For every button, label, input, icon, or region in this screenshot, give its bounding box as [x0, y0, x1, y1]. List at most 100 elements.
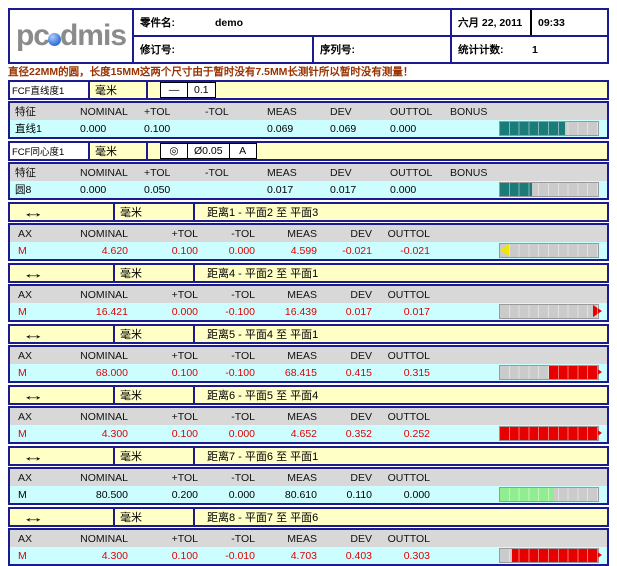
col-nominal: NOMINAL	[80, 288, 128, 301]
dev-value: 0.352	[345, 427, 372, 440]
feature-name: 圆8	[15, 184, 32, 196]
bar-fill	[500, 183, 533, 196]
dev-value: 0.403	[345, 549, 372, 562]
serial-cell: 序列号:	[312, 37, 450, 62]
logo-cell: pc dmis	[10, 10, 134, 62]
col-outtol: OUTTOL	[390, 105, 433, 118]
meas-value: 16.439	[284, 305, 317, 318]
column-header-row: AX NOMINAL +TOL -TOL MEAS DEV OUTTOL	[10, 347, 607, 364]
unit-label: 毫米	[90, 82, 148, 98]
pcdmis-logo: pc dmis	[16, 19, 127, 53]
axis-name: M	[18, 366, 27, 379]
fcf-frame-area: — 0.1	[148, 82, 607, 98]
dev-value: 0.110	[346, 488, 373, 501]
distance-dimension-cell: ↔	[10, 509, 115, 525]
meas-value: 4.703	[290, 549, 317, 562]
col-meas: MEAS	[287, 227, 317, 240]
dev-value: 0.017	[345, 305, 372, 318]
unit-label: 毫米	[115, 509, 195, 525]
col-meas: MEAS	[267, 166, 297, 179]
deviation-bar-graph	[499, 365, 602, 380]
distance-dimension-cell: ↔	[10, 448, 115, 464]
dev-value: 0.415	[345, 366, 372, 379]
col-plus-tol: +TOL	[171, 227, 198, 240]
double-arrow-icon: ↔	[21, 204, 46, 220]
col-nominal: NOMINAL	[80, 532, 128, 545]
measurement-row: M 4.620 0.100 0.000 4.599 -0.021 -0.021	[10, 242, 607, 259]
axis-name: M	[18, 305, 27, 318]
bar-fill	[500, 122, 565, 135]
measurement-row: M 16.421 0.000 -0.100 16.439 0.017 0.017	[10, 303, 607, 320]
dev-value: -0.021	[342, 244, 372, 257]
minus-tol-value: -0.100	[225, 366, 255, 379]
report-time: 09:33	[538, 16, 565, 29]
col-minus-tol: -TOL	[231, 227, 255, 240]
col-outtol: OUTTOL	[387, 410, 430, 423]
part-name-cell: 零件名: demo	[134, 10, 450, 35]
bar-fill	[500, 488, 554, 501]
column-header-row: AX NOMINAL +TOL -TOL MEAS DEV OUTTOL	[10, 408, 607, 425]
dimension-title: 距离6 - 平面5 至 平面4	[207, 390, 319, 402]
measurement-row: M 68.000 0.100 -0.100 68.415 0.415 0.315	[10, 364, 607, 381]
plus-tol-value: 0.000	[171, 305, 198, 318]
col-dev: DEV	[350, 471, 372, 484]
time-cell: 09:33	[530, 10, 607, 35]
bar-right-arrow-icon	[593, 427, 602, 439]
column-header-row: AX NOMINAL +TOL -TOL MEAS DEV OUTTOL	[10, 469, 607, 486]
fcf-label: FCF直线度1	[10, 82, 90, 98]
distance-dimension-cell: ↔	[10, 326, 115, 342]
outtol-value: -0.021	[400, 244, 430, 257]
col-outtol: OUTTOL	[390, 166, 433, 179]
col-ax: AX	[18, 227, 33, 240]
nominal-value: 4.620	[101, 244, 128, 257]
minus-tol-value: -0.010	[225, 549, 255, 562]
section-distance-7: ↔ 毫米 距离7 - 平面6 至 平面1 AX NOMINAL +TOL -TO…	[8, 446, 609, 505]
logo-text-dmis: dmis	[59, 19, 127, 52]
part-name-value: demo	[215, 16, 244, 29]
nominal-value: 0.000	[80, 183, 107, 196]
unit-label: 毫米	[115, 265, 195, 281]
section-fcf-concentricity: FCF同心度1 毫米 ◎ Ø0.05 A 特征 NOMINAL +TOL -TO…	[8, 141, 609, 200]
col-nominal: NOMINAL	[80, 471, 128, 484]
double-arrow-icon: ↔	[21, 448, 46, 464]
deviation-bar-graph	[499, 121, 599, 136]
col-plus-tol: +TOL	[171, 471, 198, 484]
nominal-value: 4.300	[101, 427, 128, 440]
unit-label: 毫米	[90, 143, 148, 159]
nominal-value: 68.000	[95, 366, 128, 379]
bar-fill	[511, 549, 598, 562]
axis-name: M	[18, 488, 27, 501]
col-ax: AX	[18, 532, 33, 545]
serial-label: 序列号:	[320, 44, 355, 56]
col-ax: AX	[18, 471, 33, 484]
col-bonus: BONUS	[450, 105, 488, 118]
meas-value: 4.652	[290, 427, 317, 440]
meas-value: 68.415	[284, 366, 317, 379]
col-minus-tol: -TOL	[231, 471, 255, 484]
bar-fill	[549, 366, 598, 379]
section-distance-6: ↔ 毫米 距离6 - 平面5 至 平面4 AX NOMINAL +TOL -TO…	[8, 385, 609, 444]
col-meas: MEAS	[287, 471, 317, 484]
measurement-row: 直线1 0.000 0.100 0.069 0.069 0.000	[10, 120, 607, 137]
plus-tol-value: 0.100	[171, 366, 198, 379]
measurement-row: 圆8 0.000 0.050 0.017 0.017 0.000	[10, 181, 607, 198]
section-distance-5: ↔ 毫米 距离5 - 平面4 至 平面1 AX NOMINAL +TOL -TO…	[8, 324, 609, 383]
col-ax: AX	[18, 410, 33, 423]
col-bonus: BONUS	[450, 166, 488, 179]
col-meas: MEAS	[287, 349, 317, 362]
fcf-label: FCF同心度1	[10, 143, 90, 159]
col-dev: DEV	[350, 349, 372, 362]
col-dev: DEV	[350, 227, 372, 240]
distance-dimension-cell: ↔	[10, 204, 115, 220]
col-minus-tol: -TOL	[231, 349, 255, 362]
col-plus-tol: +TOL	[171, 410, 198, 423]
dimension-title: 距离8 - 平面7 至 平面6	[207, 512, 319, 524]
col-minus-tol: -TOL	[205, 166, 229, 179]
col-minus-tol: -TOL	[205, 105, 229, 118]
feature-name: 直线1	[15, 123, 42, 135]
revision-cell: 修订号:	[134, 37, 312, 62]
column-header-row: AX NOMINAL +TOL -TOL MEAS DEV OUTTOL	[10, 530, 607, 547]
meas-value: 80.610	[284, 488, 317, 501]
section-distance-4: ↔ 毫米 距离4 - 平面2 至 平面1 AX NOMINAL +TOL -TO…	[8, 263, 609, 322]
unit-label: 毫米	[115, 448, 195, 464]
